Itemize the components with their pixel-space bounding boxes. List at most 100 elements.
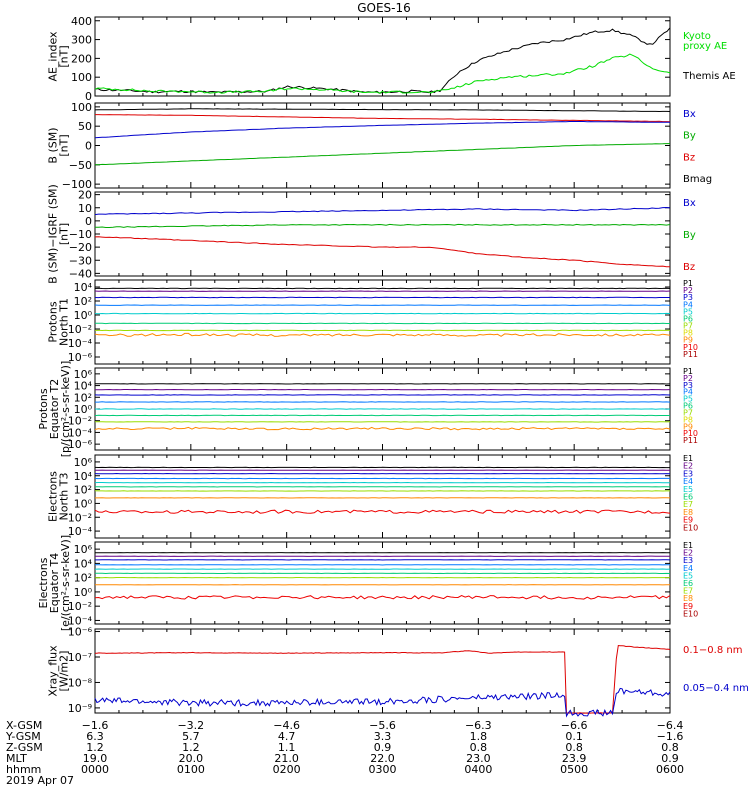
y-axis-label: B (SM)−IGRF (SM) bbox=[47, 184, 60, 284]
footer-value: −6.6 bbox=[561, 719, 588, 732]
footer-value: 0.1 bbox=[565, 730, 583, 743]
footer-value: 19.0 bbox=[83, 752, 108, 765]
footer-value: −3.2 bbox=[177, 719, 204, 732]
footer-value: 0.8 bbox=[565, 741, 583, 754]
y-axis-label: AE_index bbox=[47, 31, 60, 82]
legend-entry: P1 bbox=[683, 279, 693, 288]
footer-value: −6.3 bbox=[465, 719, 492, 732]
legend-entry: E10 bbox=[683, 609, 698, 618]
y-tick-label: 0 bbox=[85, 215, 92, 228]
footer-value: 0.8 bbox=[470, 741, 488, 754]
y-tick-label: 10⁶ bbox=[74, 456, 93, 469]
legend-entry: E9 bbox=[683, 516, 693, 525]
y-tick-label: 10⁻⁶ bbox=[68, 351, 93, 364]
y-axis-label: North T1 bbox=[58, 298, 71, 346]
footer-value: 0000 bbox=[81, 763, 109, 776]
legend-entry: P7 bbox=[683, 408, 693, 417]
legend-entry: E8 bbox=[683, 508, 693, 517]
y-axis-label: B (SM) bbox=[47, 127, 60, 163]
y-tick-label: 10⁰ bbox=[74, 309, 93, 322]
y-tick-label: 10⁻⁶ bbox=[68, 438, 93, 451]
legend-entry: E7 bbox=[683, 500, 693, 509]
y-tick-label: 10⁻² bbox=[68, 600, 92, 613]
legend-entry: P4 bbox=[683, 388, 693, 397]
y-axis-label: [nT] bbox=[58, 223, 71, 245]
footer-value: 20.0 bbox=[179, 752, 204, 765]
y-tick-label: 10⁴ bbox=[74, 470, 93, 483]
footer-row-label: MLT bbox=[6, 752, 27, 765]
series-bz bbox=[95, 114, 671, 123]
footer-value: 1.1 bbox=[278, 741, 296, 754]
series-by bbox=[95, 223, 671, 228]
panel-frame bbox=[94, 16, 671, 97]
series-bmag bbox=[94, 108, 671, 113]
footer-row-label: X-GSM bbox=[6, 719, 42, 732]
legend-entry: Bx bbox=[683, 109, 696, 120]
y-tick-label: −20 bbox=[69, 241, 92, 254]
y-tick-label: 10⁻² bbox=[68, 511, 92, 524]
y-tick-label: 10⁻⁷ bbox=[68, 651, 92, 664]
footer-value: 1.2 bbox=[86, 741, 104, 754]
series-kyoto-proxy-ae bbox=[94, 53, 671, 94]
series-p8 bbox=[94, 332, 671, 337]
y-axis-label: [nT] bbox=[58, 134, 71, 156]
y-axis-label: Equator T2 bbox=[48, 379, 61, 439]
footer-value: −4.6 bbox=[273, 719, 300, 732]
footer-value: 0.9 bbox=[661, 752, 679, 765]
legend-entry: P11 bbox=[683, 436, 698, 445]
footer-value: 21.0 bbox=[274, 752, 299, 765]
series-bx bbox=[94, 121, 670, 139]
footer-value: 6.3 bbox=[86, 730, 104, 743]
y-tick-label: 50 bbox=[78, 120, 92, 133]
legend-entry: P9 bbox=[683, 336, 693, 345]
footer-value: −6.4 bbox=[657, 719, 684, 732]
y-axis-label: Electrons bbox=[37, 557, 50, 608]
y-tick-label: 0 bbox=[85, 90, 92, 103]
y-tick-label: 400 bbox=[71, 15, 92, 28]
footer-value: 0500 bbox=[560, 763, 588, 776]
legend-entry: P3 bbox=[683, 293, 693, 302]
y-tick-label: 10⁶ bbox=[74, 368, 93, 381]
series-bz bbox=[94, 236, 671, 268]
footer-value: 22.0 bbox=[370, 752, 395, 765]
legend-entry: E3 bbox=[683, 469, 693, 478]
footer-value: 0.9 bbox=[374, 741, 392, 754]
y-tick-label: 10 bbox=[78, 202, 92, 215]
y-tick-label: 10⁻⁴ bbox=[68, 525, 93, 538]
panel-frame bbox=[94, 279, 671, 365]
legend-entry: E8 bbox=[683, 594, 693, 603]
y-axis-label: North T3 bbox=[58, 473, 71, 521]
footer-value: 5.7 bbox=[182, 730, 200, 743]
legend-entry: P10 bbox=[683, 343, 698, 352]
footer-value: 23.9 bbox=[562, 752, 587, 765]
y-tick-label: 10⁻⁸ bbox=[68, 676, 93, 689]
legend-entry: Bz bbox=[683, 152, 695, 163]
y-axis-label: Protons bbox=[47, 301, 60, 342]
y-tick-label: 10⁻² bbox=[68, 415, 92, 428]
series-0-05-0-4-nm bbox=[94, 687, 671, 718]
legend-entry: E7 bbox=[683, 587, 693, 596]
y-tick-label: 10⁰ bbox=[74, 497, 93, 510]
legend-entry: 0.05−0.4 nm bbox=[683, 683, 749, 694]
footer-value: 0200 bbox=[273, 763, 301, 776]
legend-entry: P2 bbox=[683, 374, 693, 383]
legend-entry: P3 bbox=[683, 381, 693, 390]
y-tick-label: 300 bbox=[71, 34, 92, 47]
legend-entry: proxy AE bbox=[683, 41, 727, 52]
y-axis-label: [W/m2] bbox=[58, 651, 71, 692]
legend-entry: E4 bbox=[683, 477, 693, 486]
footer-row-label: Z-GSM bbox=[6, 741, 43, 754]
panel-frame bbox=[94, 541, 671, 625]
y-tick-label: 10⁴ bbox=[74, 281, 93, 294]
y-tick-label: 10² bbox=[74, 391, 92, 404]
legend-entry: P4 bbox=[683, 300, 693, 309]
footer-value: 1.2 bbox=[182, 741, 200, 754]
legend-entry: Bmag bbox=[683, 174, 712, 185]
legend-entry: P7 bbox=[683, 322, 693, 331]
legend-entry: Themis AE bbox=[682, 71, 736, 82]
